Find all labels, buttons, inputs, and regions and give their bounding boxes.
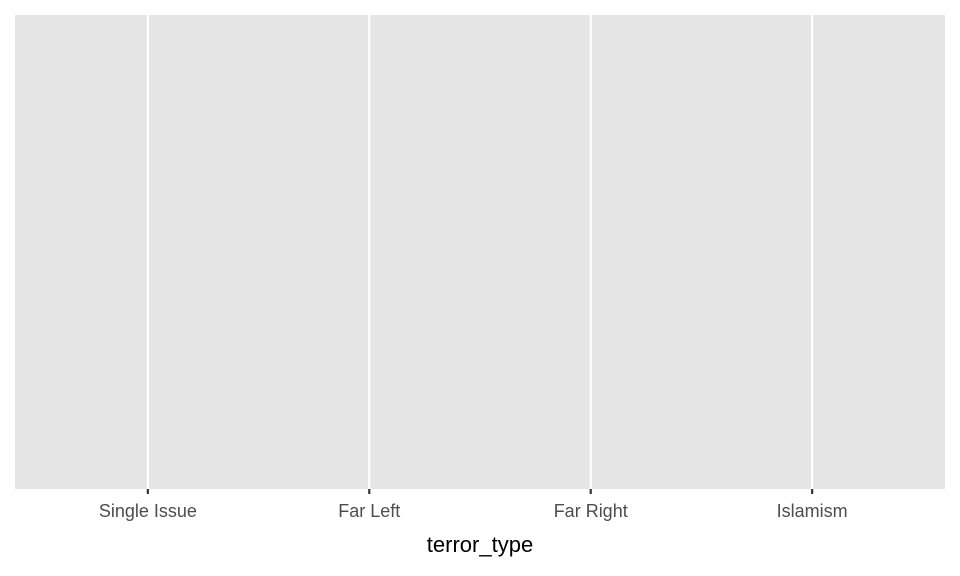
x-tick-label: Far Left: [338, 501, 400, 521]
x-axis-label: terror_type: [427, 532, 533, 557]
x-tick-label: Single Issue: [99, 501, 197, 521]
panel: [15, 15, 945, 489]
x-tick-label: Far Right: [554, 501, 628, 521]
x-tick-label: Islamism: [777, 501, 848, 521]
